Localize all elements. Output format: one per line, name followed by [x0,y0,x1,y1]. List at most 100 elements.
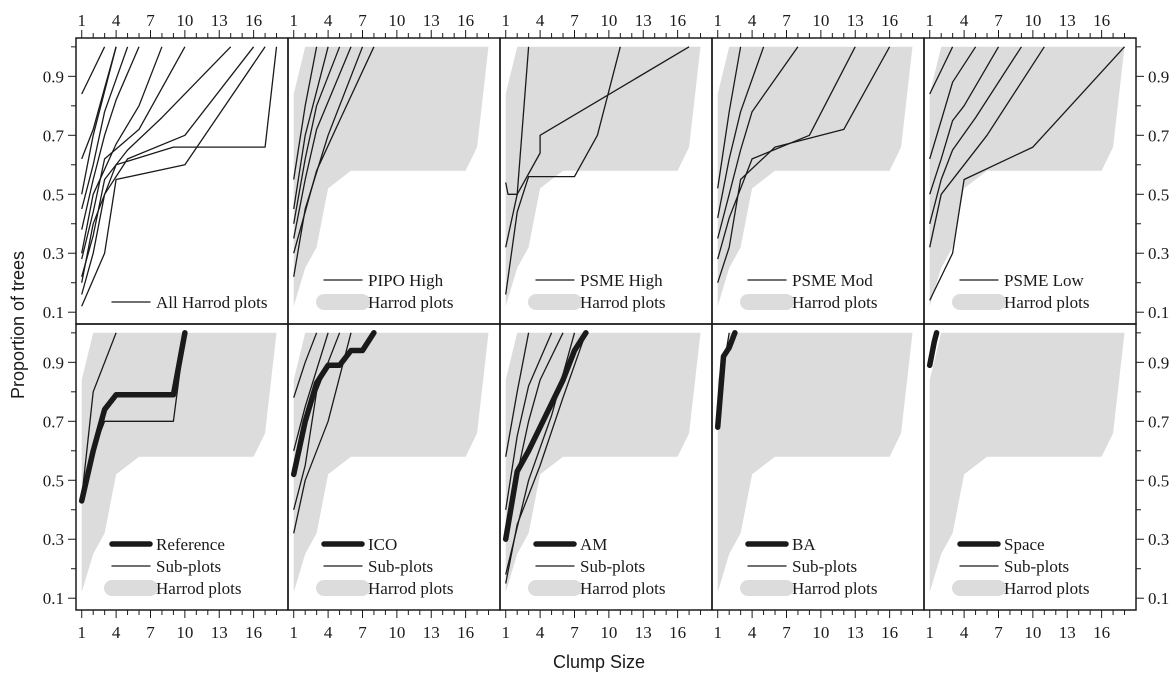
x-tick-label-bottom-4-3: 10 [1024,623,1041,642]
series-line-3-2 [717,46,799,239]
series-line-1-5 [293,46,364,277]
x-tick-label-top-3-5: 16 [881,11,898,30]
legend-label-6-0: ICO [368,535,397,554]
y-tick-label-left-0-3: 0.7 [43,126,65,145]
panel-plot-area-7 [502,330,701,593]
panel-plot-area-2 [505,46,701,307]
series-line-4-5 [929,46,1125,301]
panel-2: PSME High Harrod plots [499,37,713,325]
series-line-4-4 [929,46,1045,248]
legend-label-6-2: Harrod plots [368,579,453,598]
series-line-3-1 [717,46,765,219]
y-tick-label-right-0-3: 0.7 [1148,126,1170,145]
x-tick-label-bottom-4-0: 1 [925,623,934,642]
series-line-0-2 [81,46,117,195]
series-line-1-0 [293,46,318,180]
x-tick-label-top-1-1: 4 [324,11,333,30]
series-line-0-9 [81,46,266,307]
y-axis-title: Proportion of trees [8,251,28,399]
panel-5: Reference Sub-plots Harrod plots [75,323,289,611]
x-tick-label-top-0-0: 1 [77,11,86,30]
x-tick-label-top-1-4: 13 [423,11,440,30]
panel-1: PIPO High Harrod plots [287,37,501,325]
panel-0: All Harrod plots [75,37,289,325]
x-tick-label-top-4-1: 4 [960,11,969,30]
series-line-0-0 [81,46,106,95]
highlight-line-5 [78,330,188,504]
series-line-0-3 [81,46,129,210]
series-line-0-8 [81,46,255,295]
legend-label-8-0: BA [792,535,816,554]
x-tick-label-bottom-1-0: 1 [289,623,298,642]
series-line-0-10 [81,46,278,283]
harrod-envelope-8 [717,332,913,593]
legend-label-2-0: PSME High [580,271,663,290]
y-tick-label-left-0-0: 0.1 [43,303,64,322]
x-axis-title: Clump Size [553,652,645,672]
highlight-line-9 [926,330,940,369]
series-line-4-3 [929,46,1022,224]
x-tick-label-bottom-3-0: 1 [713,623,722,642]
y-tick-label-right-0-0: 0.1 [1148,303,1169,322]
x-tick-label-top-4-0: 1 [925,11,934,30]
series-line-7-4 [505,332,587,584]
x-tick-label-bottom-4-1: 4 [960,623,969,642]
panel-plot-area-5 [78,330,277,593]
series-line-0-5 [81,46,163,254]
panel-6: ICO Sub-plots Harrod plots [287,323,501,611]
y-tick-label-right-1-1: 0.3 [1148,530,1169,549]
y-tick-label-left-0-2: 0.5 [43,185,64,204]
x-tick-label-top-1-3: 10 [388,11,405,30]
series-line-0-1 [81,46,117,160]
series-line-1-3 [293,46,352,239]
x-tick-label-top-3-0: 1 [713,11,722,30]
legend-label-9-2: Harrod plots [1004,579,1089,598]
x-tick-label-bottom-2-1: 4 [536,623,545,642]
x-tick-label-bottom-0-1: 4 [112,623,121,642]
panel-plot-area-9 [926,330,1125,593]
x-tick-label-top-4-2: 7 [994,11,1003,30]
panels-layer: All Harrod plots PIPO High Harrod plots PSM… [75,37,1137,611]
x-tick-label-bottom-3-2: 7 [782,623,791,642]
legend-label-7-1: Sub-plots [580,557,645,576]
legend-label-0-0: All Harrod plots [156,293,267,312]
y-tick-label-left-1-2: 0.5 [43,471,64,490]
x-tick-label-top-0-4: 13 [211,11,228,30]
series-line-1-2 [293,46,341,224]
legend-label-1-1: Harrod plots [368,293,453,312]
panel-plot-area-6 [290,330,489,593]
x-tick-label-bottom-3-5: 16 [881,623,898,642]
x-tick-label-bottom-1-1: 4 [324,623,333,642]
x-tick-label-bottom-0-3: 10 [176,623,193,642]
legend-label-9-1: Sub-plots [1004,557,1069,576]
x-tick-label-bottom-2-0: 1 [501,623,510,642]
harrod-envelope-6 [293,332,489,593]
x-tick-label-bottom-2-2: 7 [570,623,579,642]
harrod-envelope-1 [293,46,489,307]
x-tick-label-top-2-2: 7 [570,11,579,30]
y-tick-label-left-1-0: 0.1 [43,589,64,608]
x-tick-label-bottom-3-4: 13 [847,623,864,642]
highlight-line-7 [502,330,589,542]
legend-label-1-0: PIPO High [368,271,444,290]
harrod-envelope-5 [81,332,277,593]
harrod-envelope-3 [717,46,913,307]
series-line-2-0 [505,46,530,195]
y-tick-label-right-0-2: 0.5 [1148,185,1169,204]
legend-label-6-1: Sub-plots [368,557,433,576]
x-tick-label-top-4-3: 10 [1024,11,1041,30]
x-tick-label-bottom-4-2: 7 [994,623,1003,642]
series-line-5-0 [81,332,117,499]
series-line-7-1 [505,332,553,510]
series-line-3-4 [717,46,891,283]
x-tick-label-top-3-3: 10 [812,11,829,30]
series-line-2-2 [505,46,621,295]
x-tick-label-top-1-2: 7 [358,11,367,30]
legend-label-4-1: Harrod plots [1004,293,1089,312]
legend-label-7-2: Harrod plots [580,579,665,598]
series-line-3-3 [717,46,856,260]
y-tick-label-left-1-4: 0.9 [43,353,64,372]
y-tick-label-left-0-1: 0.3 [43,244,64,263]
series-line-0-6 [81,46,186,260]
